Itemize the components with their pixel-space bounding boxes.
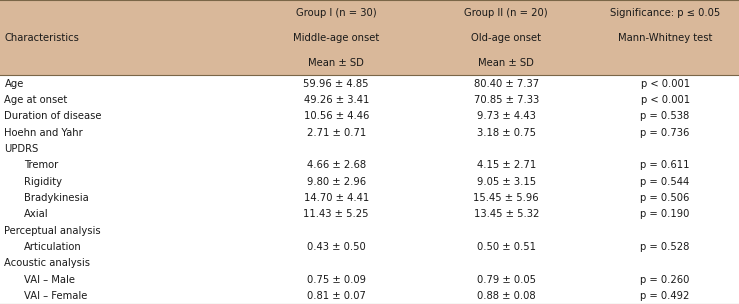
- Text: 0.43 ± 0.50: 0.43 ± 0.50: [307, 242, 366, 252]
- Text: 9.73 ± 4.43: 9.73 ± 4.43: [477, 111, 536, 121]
- Text: p = 0.190: p = 0.190: [641, 209, 689, 219]
- Text: Characteristics: Characteristics: [4, 33, 79, 43]
- Text: Significance: p ≤ 0.05: Significance: p ≤ 0.05: [610, 8, 721, 18]
- Text: 3.18 ± 0.75: 3.18 ± 0.75: [477, 128, 536, 137]
- Text: p < 0.001: p < 0.001: [641, 95, 689, 105]
- Text: p = 0.538: p = 0.538: [641, 111, 689, 121]
- Text: Articulation: Articulation: [24, 242, 81, 252]
- Text: 0.75 ± 0.09: 0.75 ± 0.09: [307, 275, 366, 285]
- Text: 14.70 ± 4.41: 14.70 ± 4.41: [304, 193, 369, 203]
- Text: p < 0.001: p < 0.001: [641, 78, 689, 88]
- Bar: [0, 0, 739, 75]
- Text: Acoustic analysis: Acoustic analysis: [4, 258, 90, 268]
- Text: 0.88 ± 0.08: 0.88 ± 0.08: [477, 291, 536, 301]
- Text: Age: Age: [4, 78, 24, 88]
- Text: 2.71 ± 0.71: 2.71 ± 0.71: [307, 128, 366, 137]
- Text: 11.43 ± 5.25: 11.43 ± 5.25: [304, 209, 369, 219]
- Text: Rigidity: Rigidity: [24, 177, 61, 187]
- Text: VAI – Female: VAI – Female: [24, 291, 87, 301]
- Text: Axial: Axial: [24, 209, 48, 219]
- Text: p = 0.492: p = 0.492: [641, 291, 689, 301]
- Text: 10.56 ± 4.46: 10.56 ± 4.46: [304, 111, 369, 121]
- Text: UPDRS: UPDRS: [4, 144, 38, 154]
- Text: p = 0.260: p = 0.260: [641, 275, 689, 285]
- Text: Mean ± SD: Mean ± SD: [478, 58, 534, 68]
- Text: 9.80 ± 2.96: 9.80 ± 2.96: [307, 177, 366, 187]
- Text: Duration of disease: Duration of disease: [4, 111, 102, 121]
- Text: 49.26 ± 3.41: 49.26 ± 3.41: [304, 95, 369, 105]
- Text: Age at onset: Age at onset: [4, 95, 68, 105]
- Text: 59.96 ± 4.85: 59.96 ± 4.85: [304, 78, 369, 88]
- Text: p = 0.611: p = 0.611: [641, 160, 689, 170]
- Text: 70.85 ± 7.33: 70.85 ± 7.33: [474, 95, 539, 105]
- Text: Bradykinesia: Bradykinesia: [24, 193, 89, 203]
- Text: 4.15 ± 2.71: 4.15 ± 2.71: [477, 160, 536, 170]
- Text: Group II (n = 20): Group II (n = 20): [464, 8, 548, 18]
- Text: p = 0.506: p = 0.506: [641, 193, 689, 203]
- Text: Old-age onset: Old-age onset: [471, 33, 541, 43]
- Text: 9.05 ± 3.15: 9.05 ± 3.15: [477, 177, 536, 187]
- Text: 13.45 ± 5.32: 13.45 ± 5.32: [474, 209, 539, 219]
- Text: 15.45 ± 5.96: 15.45 ± 5.96: [474, 193, 539, 203]
- Text: Mean ± SD: Mean ± SD: [308, 58, 364, 68]
- Text: Group I (n = 30): Group I (n = 30): [296, 8, 377, 18]
- Text: Perceptual analysis: Perceptual analysis: [4, 226, 101, 236]
- Text: 4.66 ± 2.68: 4.66 ± 2.68: [307, 160, 366, 170]
- Text: Hoehn and Yahr: Hoehn and Yahr: [4, 128, 84, 137]
- Text: Tremor: Tremor: [24, 160, 58, 170]
- Text: p = 0.544: p = 0.544: [641, 177, 689, 187]
- Text: 80.40 ± 7.37: 80.40 ± 7.37: [474, 78, 539, 88]
- Text: Mann-Whitney test: Mann-Whitney test: [618, 33, 712, 43]
- Text: p = 0.736: p = 0.736: [641, 128, 689, 137]
- Text: VAI – Male: VAI – Male: [24, 275, 75, 285]
- Text: 0.50 ± 0.51: 0.50 ± 0.51: [477, 242, 536, 252]
- Text: Middle-age onset: Middle-age onset: [293, 33, 379, 43]
- Text: p = 0.528: p = 0.528: [641, 242, 689, 252]
- Text: 0.79 ± 0.05: 0.79 ± 0.05: [477, 275, 536, 285]
- Text: 0.81 ± 0.07: 0.81 ± 0.07: [307, 291, 366, 301]
